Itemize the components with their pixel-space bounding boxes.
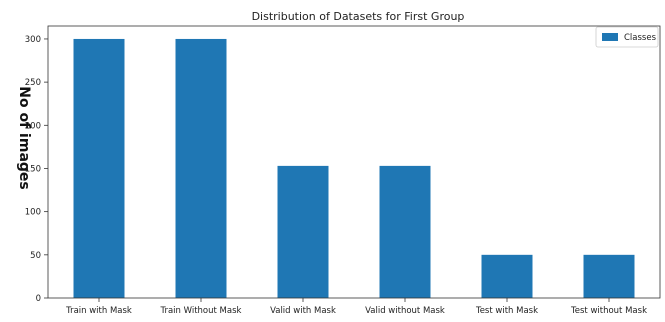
bar-4 (481, 254, 533, 298)
legend-swatch (602, 33, 618, 41)
y-axis-label: No of images (16, 86, 32, 189)
bar-3 (379, 165, 431, 298)
bar-2 (277, 165, 329, 298)
x-tick-label-1: Train Without Mask (160, 306, 242, 316)
legend-box (595, 26, 659, 48)
x-tick-label-2: Valid with Mask (270, 306, 336, 316)
y-tick-label-4: 200 (25, 121, 41, 131)
x-tick-label-0: Train with Mask (65, 306, 132, 316)
x-tick-label-4: Test with Mask (475, 306, 538, 316)
y-tick-label-2: 100 (25, 208, 41, 218)
chart-title: Distribution of Datasets for First Group (252, 10, 465, 23)
x-tick-label-3: Valid without Mask (365, 306, 445, 316)
y-tick-label-1: 50 (30, 251, 41, 261)
bar-0 (73, 38, 125, 298)
legend: Classes (595, 26, 659, 48)
plot-frame (47, 25, 661, 299)
y-tick-label-5: 250 (25, 78, 41, 88)
y-tick-label-0: 0 (36, 294, 41, 304)
bar-5 (583, 254, 635, 298)
x-tick-label-5: Test without Mask (570, 306, 647, 316)
y-tick-label-3: 150 (25, 164, 41, 174)
plot-area: 0 50 100 150 200 250 300 Train with Mask Train W… (25, 25, 661, 316)
legend-label: Classes (624, 33, 657, 43)
bar-1 (175, 38, 227, 298)
y-tick-label-6: 300 (25, 35, 41, 45)
